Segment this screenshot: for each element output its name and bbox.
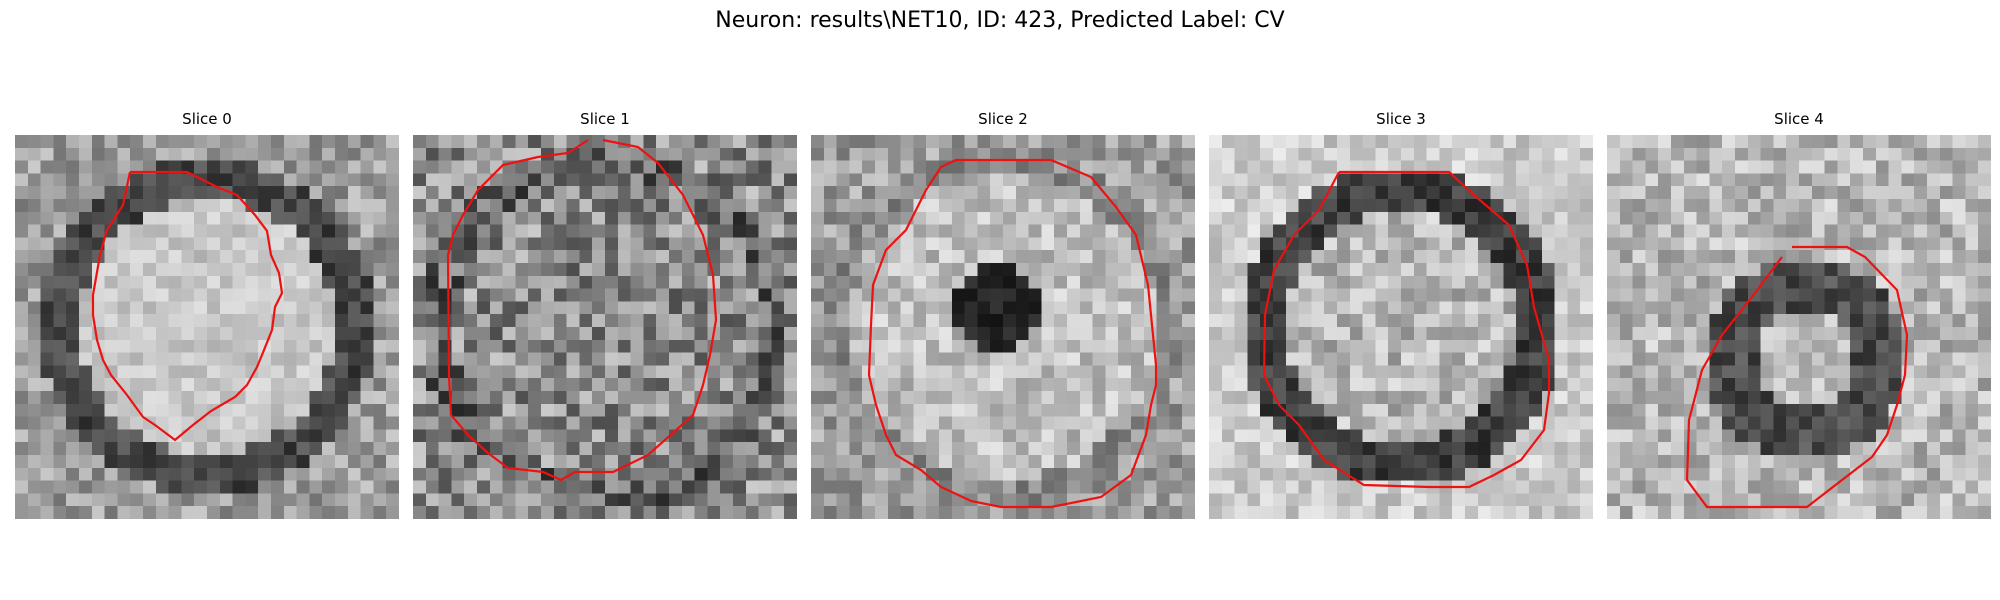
slice-4-contour [1685, 245, 1909, 509]
slice-3-title: Slice 3 [1376, 110, 1426, 128]
slice-1-title: Slice 1 [580, 110, 630, 128]
slice-2-pixels [811, 135, 1195, 519]
slice-1-image [413, 135, 797, 519]
figure-title: Neuron: results\NET10, ID: 423, Predicte… [715, 8, 1285, 33]
slice-2-image [811, 135, 1195, 519]
slice-2-contour [867, 158, 1158, 509]
slice-1-contour [446, 138, 718, 482]
slice-3-pixels [1209, 135, 1593, 519]
slice-3-image [1209, 135, 1593, 519]
slice-0-image [15, 135, 399, 519]
slice-2-title: Slice 2 [978, 110, 1028, 128]
slice-4-pixels [1607, 135, 1991, 519]
slice-3-contour [1262, 170, 1551, 489]
slice-0-title: Slice 0 [182, 110, 232, 128]
slice-0-contour [91, 170, 284, 442]
slice-0-pixels [15, 135, 399, 519]
slice-1-pixels [413, 135, 797, 519]
slice-4-title: Slice 4 [1774, 110, 1824, 128]
slice-4-image [1607, 135, 1991, 519]
